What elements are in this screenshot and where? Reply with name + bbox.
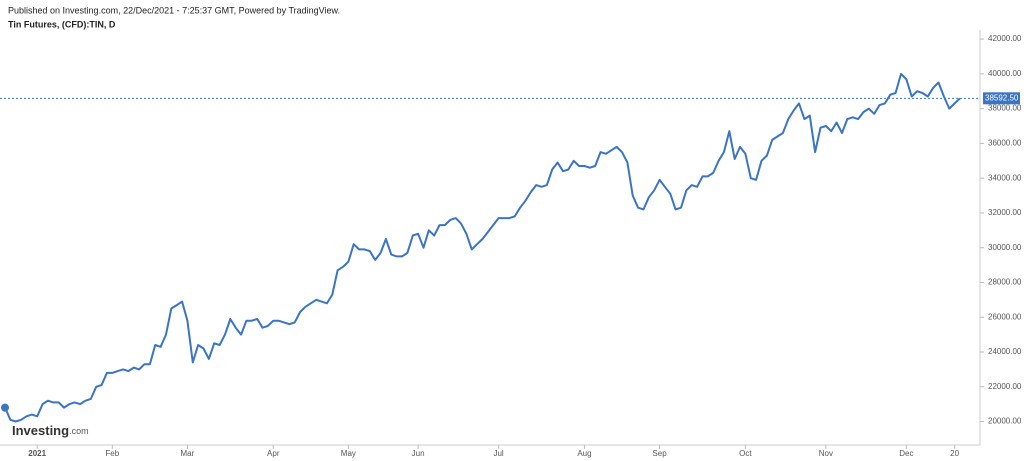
logo: Investing.com <box>12 423 89 438</box>
y-tick-label: 22000.00 <box>988 382 1022 391</box>
x-tick-label: Dec <box>899 449 913 458</box>
y-tick-label: 24000.00 <box>988 347 1022 356</box>
x-tick-label: Apr <box>267 449 280 458</box>
logo-suffix: .com <box>69 426 89 436</box>
logo-main: Investing <box>12 423 69 438</box>
y-tick-label: 30000.00 <box>988 243 1022 252</box>
chart-subtitle: Published on Investing.com, 22/Dec/2021 … <box>8 5 340 15</box>
x-tick-label: May <box>341 449 356 458</box>
y-tick-label: 26000.00 <box>988 312 1022 321</box>
start-marker <box>1 403 9 412</box>
y-tick-label: 20000.00 <box>988 417 1022 426</box>
y-tick-label: 40000.00 <box>988 69 1022 78</box>
last-price-label: 38592.50 <box>985 93 1019 102</box>
y-tick-label: 42000.00 <box>988 34 1022 43</box>
x-tick-label: Oct <box>739 449 752 458</box>
x-tick-label: Aug <box>577 449 591 458</box>
x-tick-label: Feb <box>105 449 119 458</box>
x-tick-label: Mar <box>181 449 195 458</box>
price-line-series <box>4 72 961 423</box>
x-tick-label: Sep <box>652 449 667 458</box>
x-tick-label: Jun <box>412 449 425 458</box>
x-tick-label: 2021 <box>28 449 46 458</box>
x-tick-label: Jul <box>493 449 503 458</box>
last-price-tag <box>983 92 1020 105</box>
x-tick-label: 20 <box>950 449 959 458</box>
y-tick-label: 36000.00 <box>988 138 1022 147</box>
x-tick-label: Nov <box>819 449 833 458</box>
y-tick-label: 28000.00 <box>988 278 1022 287</box>
y-tick-label: 32000.00 <box>988 208 1022 217</box>
chart-title: Tin Futures, (CFD):TIN, D <box>8 19 116 29</box>
y-tick-label: 38000.00 <box>988 104 1022 113</box>
y-tick-label: 34000.00 <box>988 173 1022 182</box>
